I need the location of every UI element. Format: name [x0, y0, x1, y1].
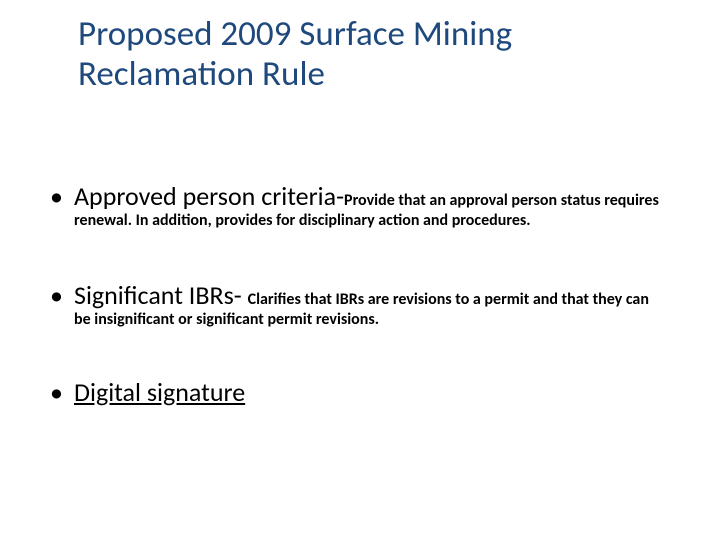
list-item: Digital signature [48, 378, 668, 407]
slide-title: Proposed 2009 Surface Mining Reclamation… [78, 14, 658, 95]
bullet-list: Approved person criteria-Provide that an… [48, 182, 668, 407]
bullet-lead: Significant IBRs- [74, 279, 248, 311]
list-item: Significant IBRs- Clarifies that IBRs ar… [48, 281, 668, 330]
bullet-lead: Approved person criteria- [74, 180, 344, 212]
list-item: Approved person criteria-Provide that an… [48, 182, 668, 231]
bullet-lead: Digital signature [74, 376, 245, 408]
slide-body: Approved person criteria-Provide that an… [48, 182, 668, 407]
slide: Proposed 2009 Surface Mining Reclamation… [0, 0, 720, 540]
